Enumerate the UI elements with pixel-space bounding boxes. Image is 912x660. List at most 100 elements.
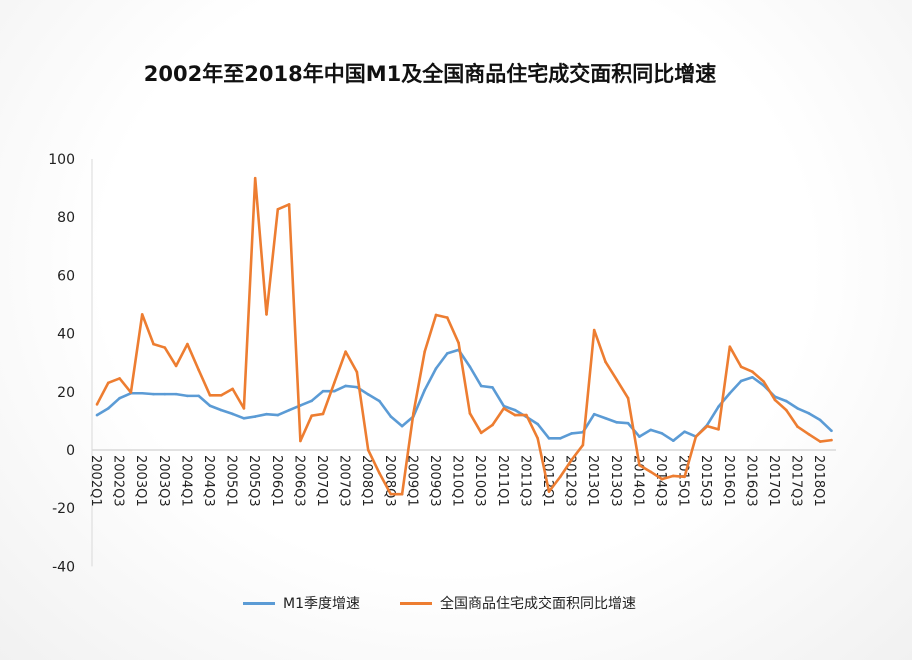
data-point bbox=[751, 370, 754, 374]
data-point bbox=[796, 425, 799, 429]
y-tick-label: 20 bbox=[57, 385, 75, 401]
y-tick-label: 100 bbox=[48, 152, 75, 168]
legend-swatch-housing bbox=[400, 601, 432, 605]
data-point bbox=[310, 399, 314, 403]
data-point bbox=[355, 370, 359, 374]
data-point bbox=[525, 413, 528, 417]
data-point bbox=[638, 463, 641, 467]
data-point bbox=[728, 345, 732, 348]
data-point bbox=[242, 407, 246, 410]
y-tick-label: -20 bbox=[52, 501, 75, 517]
x-tick-label: 2013Q3 bbox=[608, 455, 623, 507]
data-point bbox=[604, 360, 607, 364]
x-tick-label: 2005Q1 bbox=[224, 455, 239, 507]
data-point bbox=[660, 432, 664, 435]
data-point bbox=[547, 490, 551, 493]
data-point bbox=[830, 429, 833, 433]
data-point bbox=[683, 475, 686, 479]
x-tick-label: 2007Q3 bbox=[337, 455, 352, 507]
x-tick-label: 2004Q3 bbox=[201, 455, 216, 507]
x-tick-label: 2014Q3 bbox=[653, 455, 668, 507]
data-point bbox=[366, 393, 370, 396]
data-point bbox=[683, 430, 686, 433]
data-point bbox=[581, 443, 585, 447]
data-point bbox=[559, 475, 562, 479]
x-tick-label: 2018Q1 bbox=[811, 455, 826, 507]
x-tick-label: 2013Q1 bbox=[585, 455, 600, 507]
legend-item-m1: M1季度增速 bbox=[243, 593, 360, 613]
x-tick-label: 2002Q1 bbox=[88, 455, 103, 507]
data-point bbox=[502, 404, 506, 408]
data-point bbox=[174, 392, 178, 396]
data-point bbox=[231, 387, 234, 391]
data-point bbox=[739, 365, 743, 369]
data-point bbox=[491, 423, 494, 427]
data-point bbox=[152, 392, 155, 396]
data-point bbox=[536, 422, 539, 426]
data-point bbox=[626, 396, 630, 400]
data-point bbox=[536, 437, 539, 440]
data-point bbox=[366, 448, 370, 452]
data-point bbox=[717, 428, 720, 431]
data-point bbox=[186, 394, 189, 398]
data-point bbox=[344, 384, 347, 388]
x-tick-label: 2006Q1 bbox=[269, 455, 284, 507]
y-tick-label: 80 bbox=[57, 210, 75, 226]
data-point bbox=[468, 412, 472, 415]
data-point bbox=[705, 424, 709, 428]
data-point bbox=[513, 413, 517, 417]
data-point bbox=[129, 391, 133, 394]
x-tick-label: 2011Q1 bbox=[495, 455, 510, 507]
data-point bbox=[615, 378, 619, 382]
x-tick-label: 2008Q1 bbox=[359, 455, 374, 507]
data-point bbox=[502, 407, 506, 410]
x-tick-label: 2006Q3 bbox=[291, 455, 306, 507]
x-tick-label: 2016Q1 bbox=[721, 455, 736, 507]
data-point bbox=[559, 437, 562, 440]
data-point bbox=[321, 412, 325, 416]
x-tick-label: 2011Q3 bbox=[517, 455, 532, 507]
data-point bbox=[197, 368, 200, 372]
data-point bbox=[400, 424, 404, 428]
data-point bbox=[208, 404, 212, 408]
data-point bbox=[276, 208, 280, 211]
x-tick-label: 2010Q3 bbox=[472, 455, 487, 507]
data-point bbox=[163, 346, 167, 349]
legend-swatch-m1 bbox=[243, 601, 275, 605]
data-point bbox=[140, 313, 144, 316]
data-point bbox=[660, 477, 664, 481]
x-tick-label: 2004Q1 bbox=[178, 455, 193, 507]
data-point bbox=[186, 342, 189, 346]
data-point bbox=[592, 328, 596, 332]
data-point bbox=[434, 313, 438, 317]
x-tick-label: 2009Q3 bbox=[427, 455, 442, 507]
data-point bbox=[773, 398, 777, 402]
data-point bbox=[333, 381, 336, 385]
data-point bbox=[344, 350, 347, 353]
data-point bbox=[95, 403, 99, 406]
data-point bbox=[389, 492, 393, 496]
series-line-0 bbox=[96, 348, 833, 442]
data-point bbox=[446, 316, 449, 319]
x-tick-label: 2017Q1 bbox=[766, 455, 781, 507]
data-point bbox=[468, 365, 472, 369]
data-point bbox=[446, 352, 449, 355]
data-point bbox=[378, 399, 381, 403]
data-point bbox=[220, 393, 223, 397]
data-point bbox=[694, 435, 698, 438]
data-point bbox=[592, 412, 596, 416]
data-point bbox=[152, 342, 155, 346]
data-point bbox=[423, 350, 427, 353]
data-point bbox=[479, 431, 483, 435]
data-point bbox=[265, 313, 268, 316]
data-point bbox=[513, 408, 517, 412]
data-point bbox=[118, 396, 121, 400]
data-point bbox=[287, 203, 291, 206]
data-point bbox=[818, 440, 822, 443]
data-point bbox=[491, 386, 494, 389]
y-tick-label: 60 bbox=[57, 268, 75, 284]
data-point bbox=[785, 408, 788, 412]
data-point bbox=[649, 470, 652, 474]
data-point bbox=[638, 435, 641, 438]
data-point bbox=[434, 367, 438, 370]
